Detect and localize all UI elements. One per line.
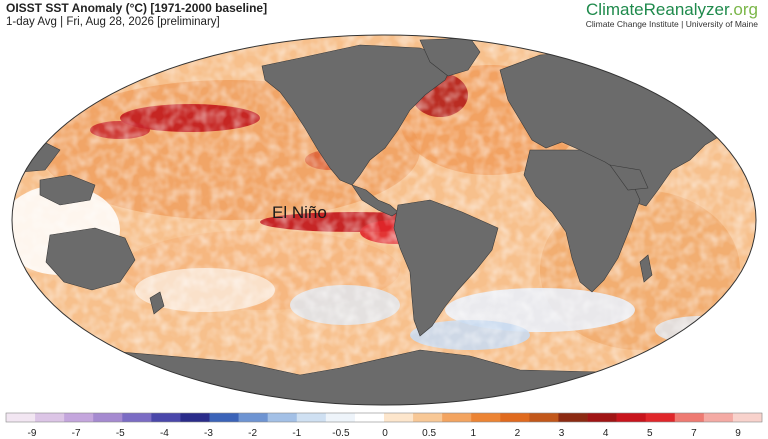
colorbar-swatch	[180, 413, 210, 422]
brand-name-main: ClimateReanalyzer	[586, 0, 729, 19]
colorbar-tick-label: 0	[382, 428, 388, 439]
colorbar-tick-label: 3	[559, 428, 565, 439]
color-scale-legend: -9 -7 -5 -4 -3 -2 -1 -0.5 0 0.5 1 2 3 4 5 7 9	[5, 412, 763, 439]
colorbar-tick-label: 9	[735, 428, 741, 439]
colorbar-tick-label: 4	[603, 428, 609, 439]
map-border	[11, 34, 757, 406]
colorbar-frame	[5, 412, 763, 423]
map-subtitle: 1-day Avg | Fri, Aug 28, 2026 [prelimina…	[6, 16, 220, 28]
colorbar-tick-label: 7	[691, 428, 697, 439]
brand-name-tld: .org	[728, 0, 758, 19]
brand-block: ClimateReanalyzer.org Climate Change Ins…	[585, 1, 758, 30]
colorbar-tick-label: 1	[471, 428, 477, 439]
colorbar-tick-label: 2	[515, 428, 521, 439]
colorbar-swatch	[35, 413, 65, 422]
colorbar-swatch	[64, 413, 94, 422]
colorbar-swatch	[93, 413, 123, 422]
colorbar-swatch	[558, 413, 588, 422]
ocean-layer	[12, 35, 756, 405]
australia	[45, 227, 136, 291]
colorbar-swatch	[122, 413, 152, 422]
colorbar-tick-label: -3	[204, 428, 213, 439]
colorbar-tick-label: -9	[28, 428, 37, 439]
antarctica	[12, 349, 756, 405]
colorbar-labels: -9 -7 -5 -4 -3 -2 -1 -0.5 0 0.5 1 2 3 4 5 7 9	[28, 428, 742, 439]
colorbar-swatch	[645, 413, 676, 422]
title-block: OISST SST Anomaly (°C) [1971-2000 baseli…	[6, 2, 267, 29]
colorbar-swatch	[6, 413, 36, 422]
colorbar-tick-label: -1	[292, 428, 301, 439]
colorbar-swatch	[529, 413, 559, 422]
colorbar-swatches	[5, 412, 763, 423]
colorbar-swatch	[325, 413, 356, 422]
colorbar-tick-label: 0.5	[422, 428, 436, 439]
colorbar-swatch	[703, 413, 734, 422]
colorbar-swatch	[732, 413, 763, 422]
colorbar-swatch	[267, 413, 298, 422]
colorbar-tick-label: -4	[160, 428, 169, 439]
colorbar-swatch	[616, 413, 646, 422]
colorbar-swatch	[413, 413, 443, 422]
colorbar-swatch	[238, 413, 268, 422]
sst-anomaly-map	[11, 34, 757, 406]
indonesia	[39, 174, 96, 206]
colorbar-tick-label: -2	[248, 428, 257, 439]
arabia	[609, 164, 649, 191]
colorbar-swatch	[151, 413, 181, 422]
colorbar-tick-label: 5	[647, 428, 653, 439]
brand-subtitle: Climate Change Institute | University of…	[585, 19, 758, 29]
colorbar-tick-label: -7	[72, 428, 81, 439]
new-zealand	[149, 291, 165, 315]
el-nino-label: El Niño	[272, 203, 327, 222]
brand-logo-text[interactable]: ClimateReanalyzer.org	[586, 1, 758, 19]
colorbar-swatch	[471, 413, 501, 422]
colorbar-swatch	[354, 413, 385, 422]
colorbar-tick-label: -0.5	[332, 428, 350, 439]
colorbar-swatch	[500, 413, 530, 422]
south-america	[393, 199, 499, 337]
colorbar-swatch	[674, 413, 705, 422]
colorbar-tick-label: -5	[116, 428, 125, 439]
colorbar-swatch	[442, 413, 472, 422]
colorbar-swatch	[587, 413, 617, 422]
colorbar-swatch	[384, 413, 414, 422]
map-title: OISST SST Anomaly (°C) [1971-2000 baseli…	[6, 1, 268, 15]
madagascar	[639, 254, 653, 283]
colorbar-swatch	[296, 413, 327, 422]
colorbar-swatch	[209, 413, 239, 422]
